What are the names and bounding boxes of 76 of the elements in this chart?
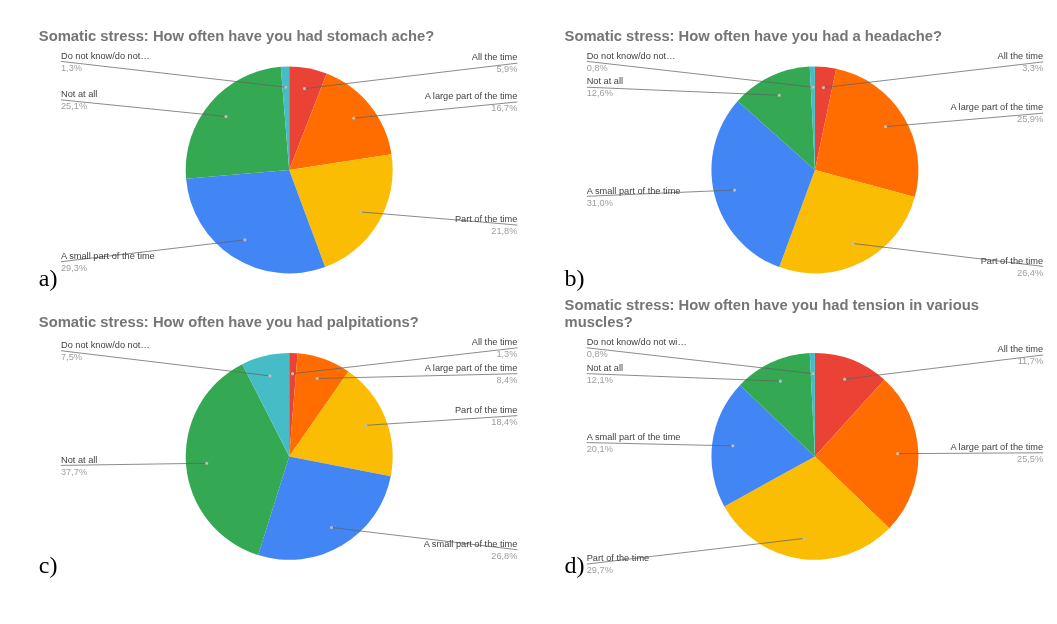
data-label: 11,7% bbox=[1017, 356, 1044, 367]
chart-title: Somatic stress: How often have you had a headache? bbox=[564, 27, 942, 44]
pie-slice bbox=[186, 169, 326, 274]
pie-slice bbox=[185, 66, 290, 179]
slice-label: A small part of the time bbox=[586, 185, 681, 196]
pie-slice bbox=[289, 73, 392, 170]
pie-slice bbox=[779, 169, 915, 274]
data-label: 7,5% bbox=[60, 351, 82, 362]
slice-label: A small part of the time bbox=[423, 538, 518, 549]
text: b) bbox=[564, 265, 585, 292]
data-label: 18,4% bbox=[491, 416, 518, 427]
pie-slice bbox=[185, 364, 290, 556]
data-label: 29,7% bbox=[586, 565, 613, 576]
data-label: 12,1% bbox=[586, 374, 613, 385]
slice-label: Part of the time bbox=[586, 553, 650, 564]
slice-label: Not at all bbox=[60, 89, 98, 100]
slice-label: Not at all bbox=[586, 362, 624, 373]
pie-slice bbox=[289, 371, 393, 477]
data-label: 5,9% bbox=[496, 64, 518, 75]
slice-label: All the time bbox=[997, 51, 1044, 62]
data-label: 26,8% bbox=[491, 551, 518, 561]
data-label: 25,1% bbox=[60, 101, 88, 112]
data-label: 1,3% bbox=[496, 349, 518, 360]
slice-label: Do not know/do not wi… bbox=[586, 336, 687, 347]
text: c) bbox=[38, 551, 58, 578]
data-label: 8,4% bbox=[496, 374, 518, 385]
slice-label: All the time bbox=[471, 337, 518, 348]
pie-slice bbox=[737, 66, 815, 170]
data-label: 3,3% bbox=[1022, 63, 1044, 74]
slice-label: A large part of the time bbox=[950, 102, 1044, 113]
pie-slice bbox=[711, 385, 815, 507]
data-label: 1,3% bbox=[60, 62, 82, 73]
pie-slice bbox=[242, 352, 290, 457]
pie-slice bbox=[814, 68, 919, 197]
pie-slice bbox=[814, 66, 837, 170]
data-label: 25,5% bbox=[1017, 454, 1044, 465]
slice-label: A large part of the time bbox=[424, 91, 518, 102]
chart-title: Somatic stress: How often have you had stomach ache? bbox=[38, 27, 435, 44]
text: a) bbox=[38, 265, 58, 292]
pie-slice bbox=[814, 379, 919, 529]
slice-label: All the time bbox=[471, 52, 518, 63]
pie-slice bbox=[739, 353, 815, 457]
pie-slice bbox=[711, 101, 815, 268]
slice-label: All the time bbox=[997, 344, 1044, 355]
data-label: 21,8% bbox=[491, 226, 518, 237]
slice-label: Not at all bbox=[586, 76, 624, 87]
pie-slice bbox=[289, 154, 393, 267]
data-label: 0,8% bbox=[586, 348, 608, 359]
data-label: 26,4% bbox=[1017, 267, 1044, 278]
slice-label: Do not know/do not… bbox=[60, 50, 150, 61]
slice-label: A large part of the time bbox=[424, 362, 518, 373]
slice-label: Not at all bbox=[60, 454, 98, 465]
data-label: 37,7% bbox=[60, 466, 88, 477]
chart-title: Somatic stress: How often have you had tension in various muscles? bbox=[564, 297, 979, 331]
slice-label: A small part of the time bbox=[586, 431, 681, 442]
pie-slice bbox=[814, 352, 885, 457]
data-label: 25,9% bbox=[1017, 114, 1044, 125]
slice-label: A large part of the time bbox=[950, 442, 1044, 453]
pie-slice bbox=[289, 353, 349, 457]
slice-label: Do not know/do not… bbox=[60, 339, 150, 350]
data-label: 20,1% bbox=[586, 443, 613, 454]
data-label: 0,8% bbox=[586, 62, 608, 73]
pie-slice bbox=[258, 456, 391, 560]
slice-label: A small part of the time bbox=[60, 250, 155, 261]
slice-label: Part of the time bbox=[980, 255, 1044, 266]
chart-title: Somatic stress: How often have you had palpitations? bbox=[38, 314, 419, 331]
data-label: 16,7% bbox=[491, 103, 518, 114]
slice-label: Part of the time bbox=[454, 214, 518, 225]
slice-label: Part of the time bbox=[454, 404, 518, 415]
data-label: 12,6% bbox=[586, 88, 613, 99]
text: d) bbox=[564, 551, 585, 578]
pie-slice bbox=[724, 456, 890, 560]
data-label: 29,3% bbox=[60, 262, 88, 273]
pie-slice bbox=[289, 66, 327, 170]
data-label: 31,0% bbox=[586, 197, 613, 208]
slice-label: Do not know/do not… bbox=[586, 50, 676, 61]
